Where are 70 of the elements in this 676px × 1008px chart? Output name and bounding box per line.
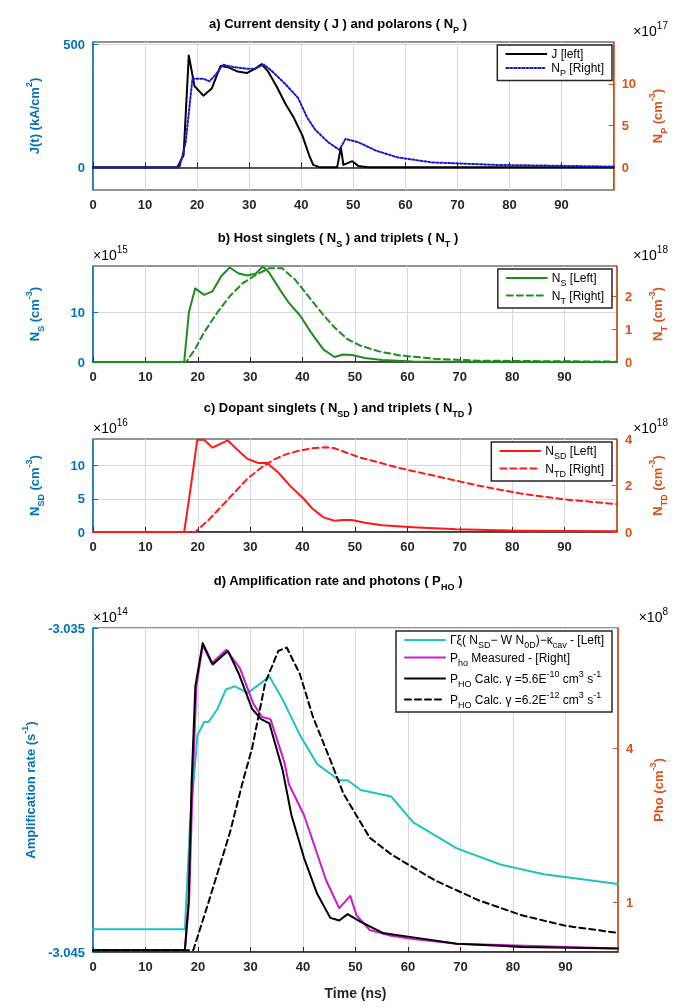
y2-tick-label: 2: [625, 288, 633, 304]
legend-label: J [left]: [551, 47, 584, 61]
x-tick-label: 70: [450, 197, 465, 212]
x-tick-label: 80: [505, 959, 521, 974]
y2-axis-title: Pho (cm-3): [647, 758, 666, 822]
x-tick-label: 50: [346, 197, 361, 212]
y2-tick-label: 5: [621, 118, 629, 134]
y2-axis-title: NT (cm-3): [646, 287, 669, 341]
y2-tick-label: 1: [625, 321, 633, 337]
x-tick-label: 70: [452, 539, 468, 554]
x-tick-label: 0: [89, 197, 97, 212]
x-tick-label: 0: [89, 369, 97, 384]
y2-tick-label: 0: [625, 354, 633, 370]
x-tick-label: 10: [138, 539, 153, 554]
y2-axis-title: NTD (cm-3): [646, 455, 669, 516]
y2-tick-label: 0: [625, 524, 633, 540]
x-tick-label: 80: [504, 369, 520, 384]
x-tick-label: 90: [558, 959, 573, 974]
x-tick-label: 0: [89, 959, 97, 974]
y-tick-label: 10: [70, 458, 85, 474]
x-tick-label: 20: [190, 539, 206, 554]
x-tick-label: 40: [294, 197, 309, 212]
x-tick-label: 20: [189, 197, 205, 212]
y-tick-label: 0: [77, 354, 85, 370]
x-tick-label: 70: [453, 959, 468, 974]
y2-axis-title: NP (cm-3): [646, 88, 669, 144]
x-tick-label: 90: [554, 197, 569, 212]
x-tick-label: 40: [295, 539, 310, 554]
y-axis-title: Amplification rate (s-1): [19, 721, 39, 859]
x-tick-label: 10: [137, 197, 153, 212]
x-tick-label: 90: [557, 369, 572, 384]
x-tick-label: 10: [138, 369, 153, 384]
x-tick-label: 50: [347, 369, 363, 384]
y-axis-title: J(t) (kA/cm2): [23, 77, 42, 155]
y-tick-label: 10: [70, 304, 85, 320]
y-tick-label: -3.035: [48, 620, 85, 636]
x-tick-label: 10: [138, 959, 153, 974]
y-tick-label: 0: [77, 524, 85, 540]
x-axis-title: Time (ns): [324, 985, 387, 1001]
y-axis-title: NSD (cm-3): [23, 455, 46, 516]
x-tick-label: 40: [295, 369, 310, 384]
y2-tick-label: 2: [625, 478, 633, 493]
y-tick-label: 0: [77, 159, 85, 175]
x-tick-label: 60: [398, 197, 413, 212]
y-tick-label: 500: [63, 36, 85, 52]
x-tick-label: 80: [504, 539, 520, 554]
x-tick-label: 30: [241, 197, 257, 212]
y-axis-title: NS (cm-3): [23, 286, 46, 342]
x-tick-label: 90: [557, 539, 572, 554]
x-tick-label: 20: [190, 959, 206, 974]
y-tick-label: -3.045: [48, 944, 85, 960]
x-tick-label: 50: [348, 959, 363, 974]
y2-tick-label: 10: [621, 76, 637, 92]
x-tick-label: 30: [242, 539, 258, 554]
x-tick-label: 0: [89, 539, 97, 554]
x-tick-label: 60: [400, 539, 415, 554]
y2-tick-label: 4: [626, 740, 634, 756]
x-tick-label: 60: [400, 369, 415, 384]
x-tick-label: 50: [347, 539, 363, 554]
y2-tick-label: 4: [625, 431, 633, 447]
x-tick-label: 80: [502, 197, 517, 212]
y2-tick-label: 0: [621, 159, 629, 175]
x-tick-label: 30: [242, 369, 258, 384]
x-tick-label: 30: [243, 959, 258, 974]
x-tick-label: 40: [295, 959, 311, 974]
y-tick-label: 5: [77, 491, 85, 507]
x-tick-label: 20: [190, 369, 206, 384]
y2-tick-label: 1: [626, 894, 634, 910]
x-tick-label: 60: [400, 959, 416, 974]
x-tick-label: 70: [452, 369, 468, 384]
